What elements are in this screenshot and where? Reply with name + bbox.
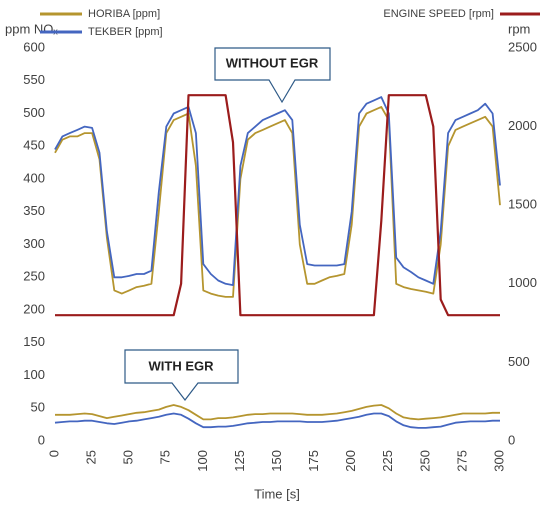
series-line [54, 106, 501, 298]
x-axis-label: Time [s] [254, 486, 300, 501]
y2-tick-label: 0 [508, 432, 515, 447]
y-tick-label: 100 [23, 367, 45, 382]
callout-box [214, 47, 331, 104]
y2-axis-label: rpm [508, 21, 530, 36]
y-tick-label: 400 [23, 170, 45, 185]
callout-box [124, 349, 239, 401]
y-tick-label: 150 [23, 334, 45, 349]
y2-tick-label: 500 [508, 354, 530, 369]
series-line [54, 96, 501, 286]
y2-tick-label: 1000 [508, 275, 537, 290]
y2-tick-label: 2500 [508, 39, 537, 54]
y-tick-label: 50 [31, 400, 45, 415]
series-line [55, 404, 500, 421]
x-tick-label: 275 [454, 450, 469, 472]
legend-label: HORIBA [ppm] [88, 8, 160, 20]
annotation: WITHOUT EGR [226, 55, 319, 70]
y2-tick-label: 2000 [508, 118, 537, 133]
y-tick-label: 250 [23, 269, 45, 284]
x-tick-label: 175 [306, 450, 321, 472]
x-tick-label: 225 [380, 450, 395, 472]
y-tick-label: 600 [23, 39, 45, 54]
x-tick-label: 200 [343, 450, 358, 472]
x-tick-label: 300 [491, 450, 506, 472]
series-line [54, 412, 500, 429]
x-tick-label: 0 [46, 450, 61, 457]
y2-tick-label: 1500 [508, 197, 537, 212]
x-tick-label: 100 [195, 450, 210, 472]
y-tick-label: 0 [38, 432, 45, 447]
legend-label: ENGINE SPEED [rpm] [383, 8, 494, 20]
y-tick-label: 450 [23, 138, 45, 153]
legend-label: TEKBER [ppm] [88, 26, 163, 38]
y-tick-label: 200 [23, 301, 45, 316]
annotation: WITH EGR [149, 358, 215, 373]
series-line [55, 94, 500, 317]
x-tick-label: 25 [84, 450, 99, 464]
y-tick-label: 350 [23, 203, 45, 218]
x-tick-label: 125 [232, 450, 247, 472]
x-tick-label: 250 [417, 450, 432, 472]
x-tick-label: 50 [121, 450, 136, 464]
y-axis-label: ppm NOₓ [5, 21, 58, 36]
y-tick-label: 550 [23, 72, 45, 87]
y-tick-label: 300 [23, 236, 45, 251]
x-tick-label: 150 [269, 450, 284, 472]
x-tick-label: 75 [158, 450, 173, 464]
y-tick-label: 500 [23, 105, 45, 120]
